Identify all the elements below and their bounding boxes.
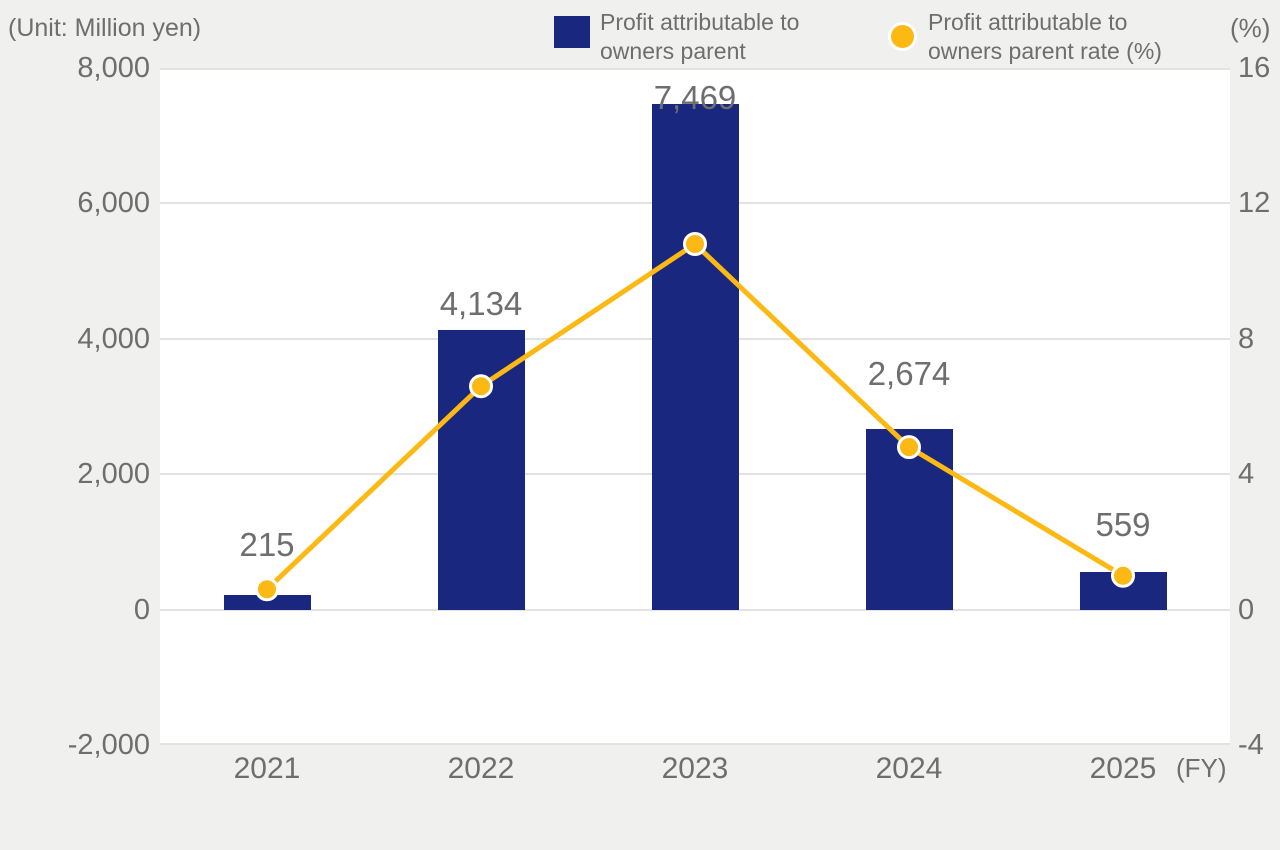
x-axis-tick-label: 2025 <box>1089 752 1157 785</box>
right-axis-tick-label: 0 <box>1238 593 1255 626</box>
bar-legend-swatch-icon <box>554 16 590 48</box>
x-axis-tick-label: 2024 <box>875 752 943 785</box>
legend: Profit attributable to owners parent Pro… <box>0 0 1280 70</box>
line-legend-dot-icon <box>888 22 917 51</box>
left-axis-tick-label: 4,000 <box>77 322 150 355</box>
rate-line-layer <box>255 232 1135 602</box>
line-legend-label-line2: owners parent rate (%) <box>928 38 1162 64</box>
bar-value-label-2023: 7,469 <box>653 79 737 116</box>
gridline <box>160 743 1230 745</box>
right-axis-unit-label: (%) <box>1230 13 1271 43</box>
rate-point-2022 <box>469 374 493 399</box>
right-axis-tick-label: 8 <box>1238 322 1255 355</box>
left-axis-tick-label: 8,000 <box>77 52 150 84</box>
left-axis-tick-label: 0 <box>133 593 150 626</box>
rate-point-2025 <box>1111 563 1135 588</box>
bar-value-label-2025: 559 <box>1095 506 1151 543</box>
right-axis-tick-label: -4 <box>1238 729 1264 761</box>
right-axis-tick-label: 4 <box>1238 458 1255 491</box>
x-axis-tick-label: 2022 <box>447 752 515 785</box>
bar-value-label-2021: 215 <box>239 526 295 563</box>
bar-2023 <box>651 103 739 610</box>
line-legend-label-line1: Profit attributable to <box>928 9 1128 35</box>
left-axis-tick-label: -2,000 <box>67 729 150 761</box>
bar-legend-label-line1: Profit attributable to <box>600 9 800 35</box>
left-axis-tick-label: 6,000 <box>77 187 150 220</box>
rate-point-2021 <box>255 577 279 602</box>
bar-value-label-2022: 4,134 <box>439 285 523 322</box>
bar-legend-label-line2: owners parent <box>600 38 746 64</box>
right-axis-tick-label: 16 <box>1238 52 1271 84</box>
x-axis-tick-label: 2023 <box>661 752 729 785</box>
rate-point-2023 <box>683 232 707 257</box>
fy-axis-label: (FY) <box>1176 753 1227 783</box>
gridline <box>160 608 1230 611</box>
left-axis-unit-label: (Unit: Million yen) <box>8 14 202 42</box>
right-axis-tick-label: 12 <box>1238 187 1271 220</box>
left-axis-tick-label: 2,000 <box>77 458 150 491</box>
bar-value-label-2024: 2,674 <box>867 355 951 392</box>
line-legend-label: Profit attributable to owners parent rat… <box>928 8 1162 66</box>
gridline <box>160 68 1230 70</box>
bar-2021 <box>223 595 311 610</box>
rate-point-2024 <box>897 435 921 460</box>
bar-legend-label: Profit attributable to owners parent <box>600 8 799 66</box>
x-axis-tick-label: 2021 <box>233 752 301 785</box>
